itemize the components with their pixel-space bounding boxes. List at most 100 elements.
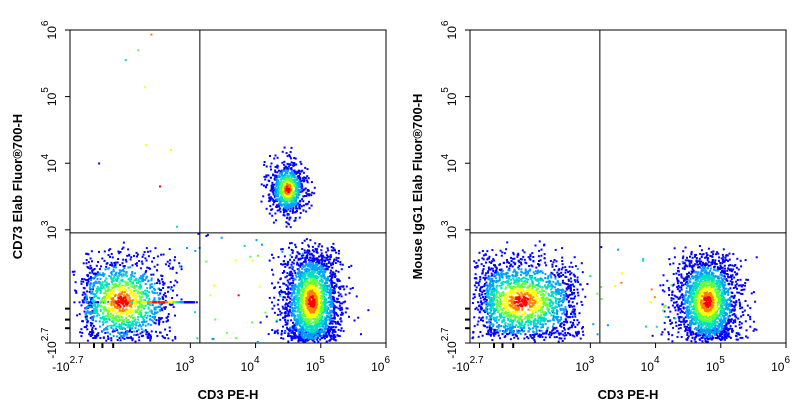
event-point xyxy=(282,307,285,310)
event-point xyxy=(300,254,303,257)
event-point xyxy=(321,316,324,319)
event-point xyxy=(196,337,199,340)
event-point xyxy=(290,277,293,280)
event-point xyxy=(156,311,159,314)
event-point xyxy=(120,292,123,295)
event-point xyxy=(151,304,154,307)
event-point xyxy=(334,321,337,323)
event-point xyxy=(120,323,123,326)
event-point xyxy=(322,255,325,258)
event-point xyxy=(313,258,316,261)
event-point xyxy=(145,320,148,323)
event-point xyxy=(133,316,136,319)
event-point xyxy=(308,287,311,290)
event-point xyxy=(72,273,75,276)
event-point xyxy=(329,336,332,339)
event-point xyxy=(107,307,110,310)
event-point xyxy=(115,305,118,308)
event-point xyxy=(307,252,310,254)
event-point xyxy=(312,254,315,257)
event-point xyxy=(174,256,176,259)
event-point xyxy=(286,322,289,325)
event-point xyxy=(88,305,91,307)
event-point xyxy=(323,332,326,335)
event-point xyxy=(116,325,119,328)
event-point xyxy=(123,333,126,336)
event-point xyxy=(322,272,325,275)
event-point xyxy=(89,334,92,336)
event-point xyxy=(302,254,305,257)
event-point xyxy=(158,320,161,323)
event-point xyxy=(146,266,149,269)
event-point xyxy=(289,155,291,158)
event-point xyxy=(313,292,316,295)
event-point xyxy=(107,337,110,340)
event-point xyxy=(299,262,302,265)
event-point xyxy=(286,162,289,165)
event-point xyxy=(333,273,336,276)
event-point xyxy=(88,303,91,305)
event-point xyxy=(321,294,324,297)
event-point xyxy=(133,303,136,306)
event-point xyxy=(320,270,323,273)
event-point xyxy=(318,300,321,303)
event-point xyxy=(282,260,285,263)
event-point xyxy=(307,297,310,300)
event-point xyxy=(109,264,112,266)
event-point xyxy=(105,277,108,280)
event-point xyxy=(268,180,271,183)
event-point xyxy=(339,318,342,321)
event-point xyxy=(114,305,117,308)
event-point xyxy=(120,325,123,328)
event-point xyxy=(332,302,335,305)
event-point xyxy=(317,329,320,332)
event-point xyxy=(89,284,92,287)
event-point xyxy=(299,276,302,279)
event-point xyxy=(286,279,289,282)
event-point xyxy=(294,246,297,249)
event-point xyxy=(332,249,334,252)
event-point xyxy=(302,195,305,198)
event-point xyxy=(161,296,164,299)
event-point xyxy=(275,190,278,193)
event-point xyxy=(273,311,276,314)
event-point xyxy=(315,265,318,268)
event-point xyxy=(291,211,294,214)
event-point xyxy=(581,271,584,274)
event-point xyxy=(173,284,176,287)
event-point xyxy=(294,314,297,317)
event-point xyxy=(282,325,284,328)
event-point xyxy=(289,207,292,210)
event-point xyxy=(93,315,95,318)
event-point xyxy=(292,331,295,334)
event-point xyxy=(292,321,294,324)
event-point xyxy=(284,262,287,265)
event-point xyxy=(119,271,122,274)
event-point xyxy=(117,315,120,318)
event-point xyxy=(148,336,151,339)
event-point xyxy=(273,191,276,194)
event-point xyxy=(298,181,300,184)
event-point xyxy=(164,300,167,302)
event-point xyxy=(124,274,127,276)
event-point xyxy=(296,323,299,326)
event-point xyxy=(295,305,298,308)
event-point xyxy=(116,329,119,332)
event-point xyxy=(330,249,333,252)
event-point xyxy=(167,290,169,293)
event-point xyxy=(326,268,329,271)
event-point xyxy=(122,246,125,249)
event-point xyxy=(337,252,340,255)
event-point xyxy=(111,330,114,333)
event-point xyxy=(331,271,334,274)
event-point xyxy=(133,284,136,287)
event-point xyxy=(118,269,121,272)
event-point xyxy=(277,308,280,311)
event-point xyxy=(117,288,119,291)
event-point xyxy=(153,308,156,311)
event-point xyxy=(299,172,301,175)
event-point xyxy=(130,278,133,281)
event-point xyxy=(308,337,311,340)
event-point xyxy=(287,313,290,316)
